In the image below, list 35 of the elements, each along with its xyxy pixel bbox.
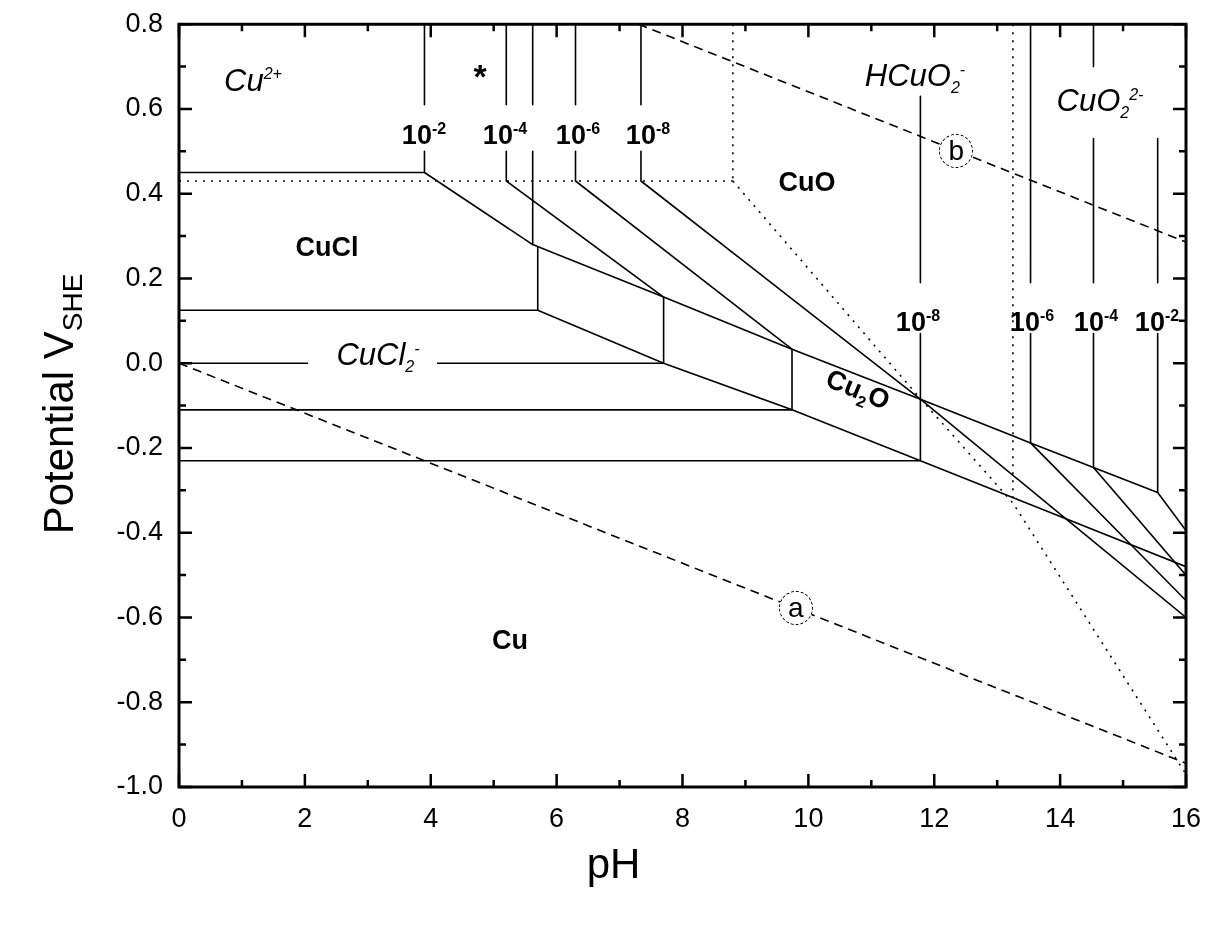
annotation: 10$^{-8}$	[895, 307, 941, 337]
annotation: CuO	[778, 166, 836, 197]
y-tick-label: -1.0	[116, 770, 163, 801]
annotation: 10$^{-6}$	[1009, 307, 1055, 337]
x-tick-label: 8	[674, 802, 691, 833]
annotation: Cu	[492, 624, 528, 655]
y-tick-label: -0.4	[116, 516, 163, 547]
annotation: 10$^{-8}$	[625, 120, 671, 150]
y-tick-label: 0.6	[125, 92, 163, 123]
x-tick-label: 16	[1170, 802, 1202, 833]
x-tick-label: 10	[793, 802, 824, 833]
y-tick-label: -0.2	[116, 431, 163, 462]
y-tick-label: 0.0	[125, 346, 163, 377]
annotation: 10$^{-4}$	[482, 120, 528, 150]
x-tick-label: 12	[919, 802, 950, 833]
x-tick-label: 14	[1045, 802, 1076, 833]
x-tick-label: 0	[171, 802, 187, 833]
y-tick-label: 0.2	[125, 261, 163, 292]
x-tick-label: 6	[549, 802, 565, 833]
annotation: *	[473, 57, 487, 95]
x-tick-label: 2	[297, 802, 313, 833]
x-tick-label: 4	[423, 802, 439, 833]
annotation: 10$^{-2}$	[401, 120, 447, 150]
annotation: a	[778, 591, 813, 626]
y-tick-label: 0.4	[125, 177, 163, 208]
annotation: b	[939, 134, 974, 169]
annotation: 10$^{-4}$	[1073, 307, 1119, 337]
y-tick-label: 0.8	[125, 7, 163, 38]
annotation: 10$^{-2}$	[1134, 307, 1180, 337]
y-tick-label: -0.8	[116, 685, 163, 716]
y-tick-label: -0.6	[116, 600, 163, 631]
annotation: CuCl	[295, 231, 359, 262]
annotation: Cu$^{2+}$	[224, 62, 282, 98]
annotation: 10$^{-6}$	[555, 120, 601, 150]
x-axis-title: pH	[585, 840, 642, 888]
